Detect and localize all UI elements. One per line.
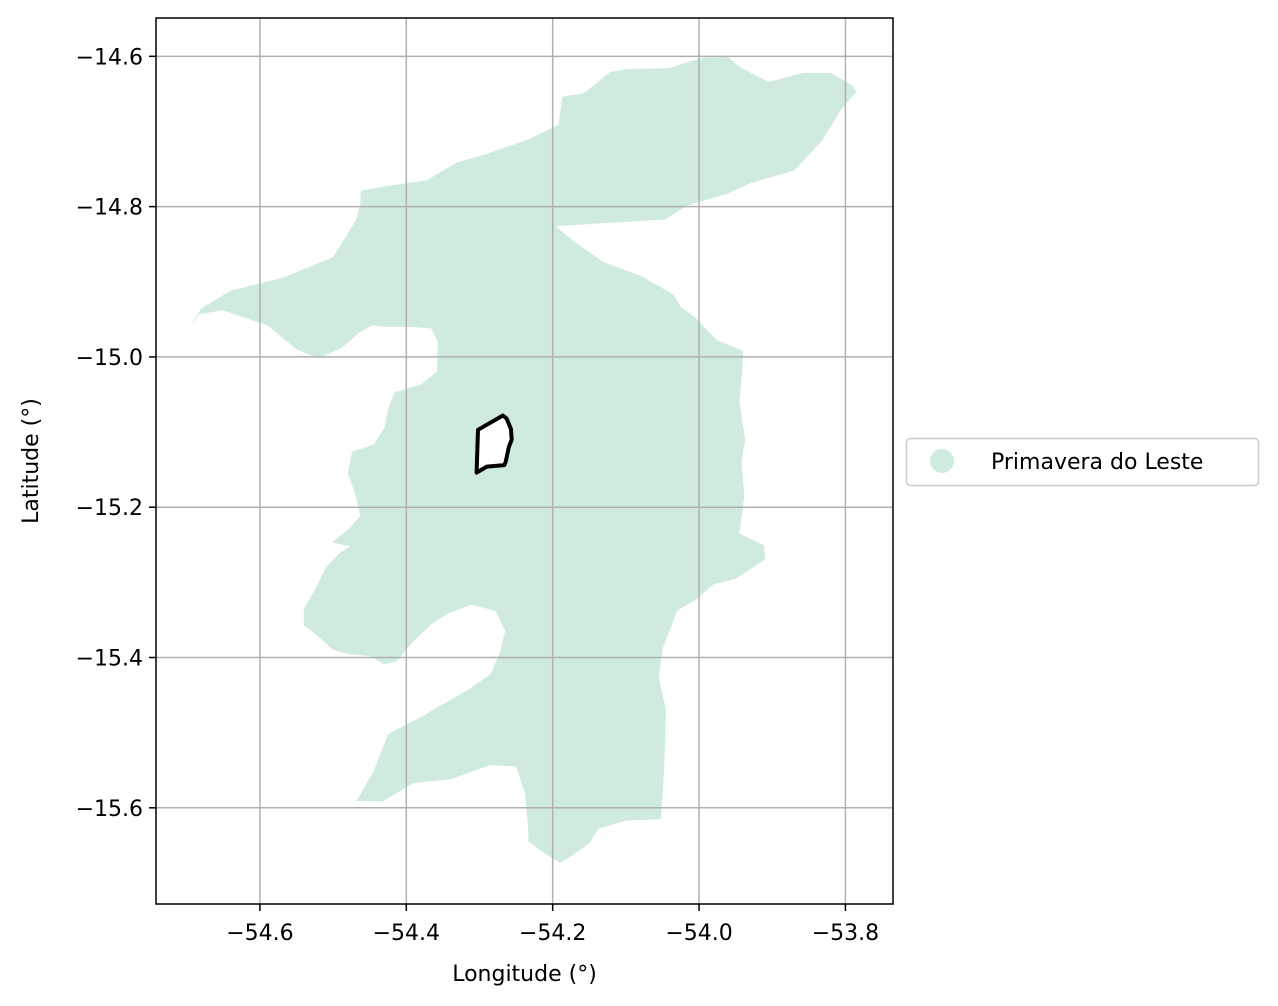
x-tick-label: −54.2 (519, 921, 586, 946)
y-tick-label: −15.0 (76, 346, 143, 371)
x-tick-label: −53.8 (812, 921, 879, 946)
y-axis-label: Latitude (°) (19, 398, 44, 524)
grid-layer (156, 18, 893, 904)
boundary-layer (474, 413, 514, 475)
plot-frame (155, 17, 894, 905)
region-layer (190, 57, 857, 863)
boundary-outline (474, 413, 514, 475)
x-tick-label: −54.6 (226, 921, 293, 946)
plot-area (155, 17, 894, 905)
region-primavera-do-leste (190, 57, 857, 863)
x-axis-label: Longitude (°) (452, 962, 597, 987)
y-tick-label: −14.8 (76, 196, 143, 221)
y-tick-label: −14.6 (76, 45, 143, 70)
x-tick-label: −54.0 (665, 921, 732, 946)
y-tick-label: −15.4 (76, 647, 143, 672)
x-axis: −54.6 −54.4 −54.2 −54.0 −53.8 (226, 904, 879, 946)
x-tick-label: −54.4 (373, 921, 440, 946)
y-tick-label: −15.6 (76, 797, 143, 822)
legend-label: Primavera do Leste (991, 450, 1203, 475)
legend: Primavera do Leste (905, 437, 1260, 487)
y-axis: −14.6 −14.8 −15.0 −15.2 −15.4 −15.6 (76, 45, 156, 822)
legend-box (905, 437, 1260, 487)
legend-marker (930, 449, 954, 473)
y-tick-label: −15.2 (76, 496, 143, 521)
